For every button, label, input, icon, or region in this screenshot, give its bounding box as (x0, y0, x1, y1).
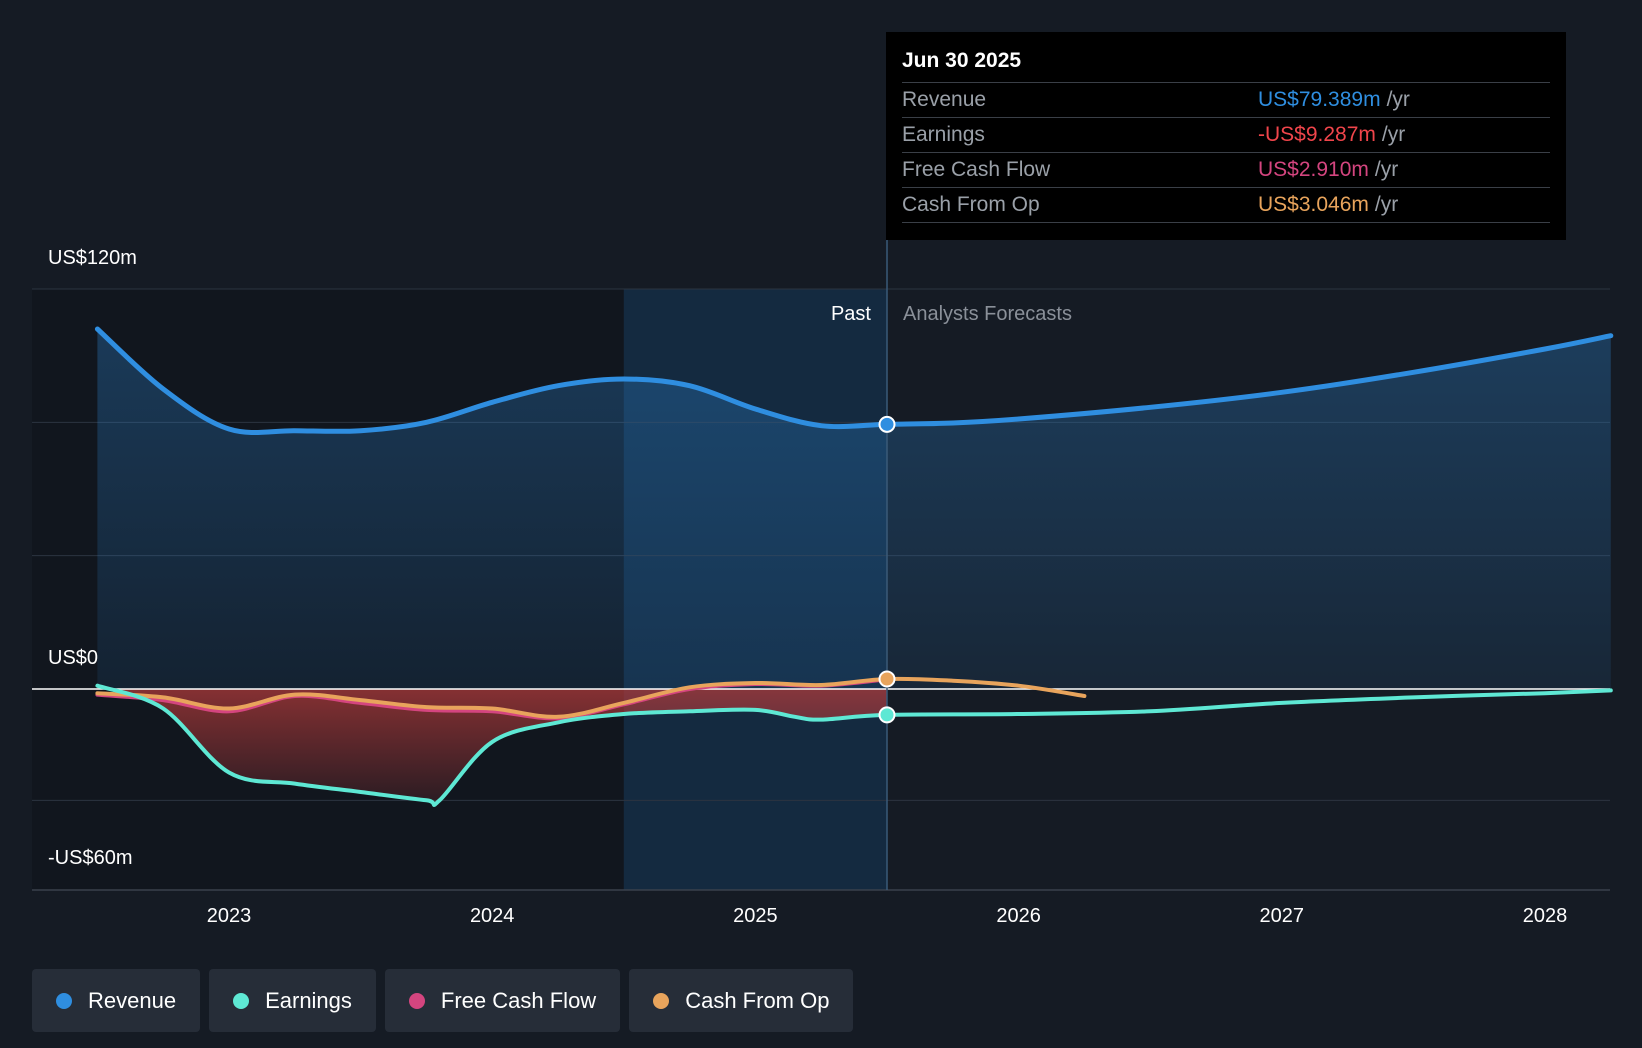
legend-dot-icon (56, 992, 72, 1009)
series-lines (94, 326, 1614, 807)
forecast-label: Analysts Forecasts (903, 303, 1072, 325)
legend-dot-icon (653, 992, 670, 1009)
y-tick-label: -US$60m (48, 847, 132, 869)
legend-label: Free Cash Flow (440, 987, 597, 1013)
x-tick-label: 2025 (733, 905, 778, 927)
legend-dot-icon (233, 992, 250, 1009)
x-tick-label: 2027 (1260, 905, 1305, 927)
earnings-area (97, 685, 887, 805)
legend-item-free-cash-flow[interactable]: Free Cash Flow (384, 969, 621, 1032)
tooltip-date: Jun 30 2025 (902, 49, 1022, 72)
cash-from-op-marker (878, 670, 896, 688)
tooltip-row-revenue: Revenue US$79.389m /yr (902, 82, 1550, 117)
tooltip-unit: /yr (1381, 123, 1406, 146)
tooltip-label: Cash From Op (902, 193, 1040, 216)
tooltip-row-cash-from-op: Cash From Op US$3.046m /yr (902, 187, 1550, 223)
tooltip: Jun 30 2025 Revenue US$79.389m /yr Earni… (886, 32, 1566, 240)
x-tick-label: 2026 (996, 905, 1041, 927)
legend-label: Earnings (265, 987, 352, 1013)
tooltip-unit: /yr (1374, 158, 1399, 181)
x-tick-label: 2028 (1523, 905, 1568, 927)
earnings-marker (878, 706, 896, 724)
tooltip-label: Earnings (902, 123, 985, 146)
tooltip-value: -US$9.287m (1258, 123, 1376, 146)
labels: US$120m US$0 -US$60m 2023 2024 2025 2026 2027 20… (48, 247, 1567, 927)
tooltip-unit: /yr (1374, 193, 1399, 216)
legend-dot-icon (408, 992, 425, 1009)
tooltip-value: US$79.389m (1258, 88, 1381, 111)
legend: Revenue Earnings Free Cash Flow Cash Fro… (32, 969, 854, 1032)
tooltip-value: US$2.910m (1258, 158, 1369, 181)
tooltip-row-earnings: Earnings -US$9.287m /yr (902, 117, 1550, 152)
legend-label: Cash From Op (685, 987, 830, 1013)
revenue-line (94, 326, 1614, 435)
tooltip-row-free-cash-flow: Free Cash Flow US$2.910m /yr (902, 152, 1550, 187)
legend-item-earnings[interactable]: Earnings (209, 969, 376, 1032)
revenue-marker (878, 415, 896, 433)
tooltip-label: Free Cash Flow (902, 158, 1051, 181)
tooltip-unit: /yr (1386, 88, 1410, 111)
tooltip-value: US$3.046m (1258, 193, 1369, 216)
legend-item-cash-from-op[interactable]: Cash From Op (629, 969, 854, 1032)
legend-item-revenue[interactable]: Revenue (32, 969, 201, 1032)
revenue-area (97, 329, 1611, 689)
earnings-line (95, 683, 1613, 807)
tooltip-label: Revenue (902, 88, 987, 111)
x-tick-label: 2024 (470, 905, 515, 927)
legend-label: Revenue (88, 987, 177, 1013)
x-tick-label: 2023 (207, 905, 252, 927)
cash-from-op-line (95, 676, 1087, 719)
past-label: Past (831, 303, 871, 325)
markers (878, 415, 896, 724)
y-tick-label: US$120m (48, 247, 137, 269)
y-tick-label: US$0 (48, 647, 98, 669)
